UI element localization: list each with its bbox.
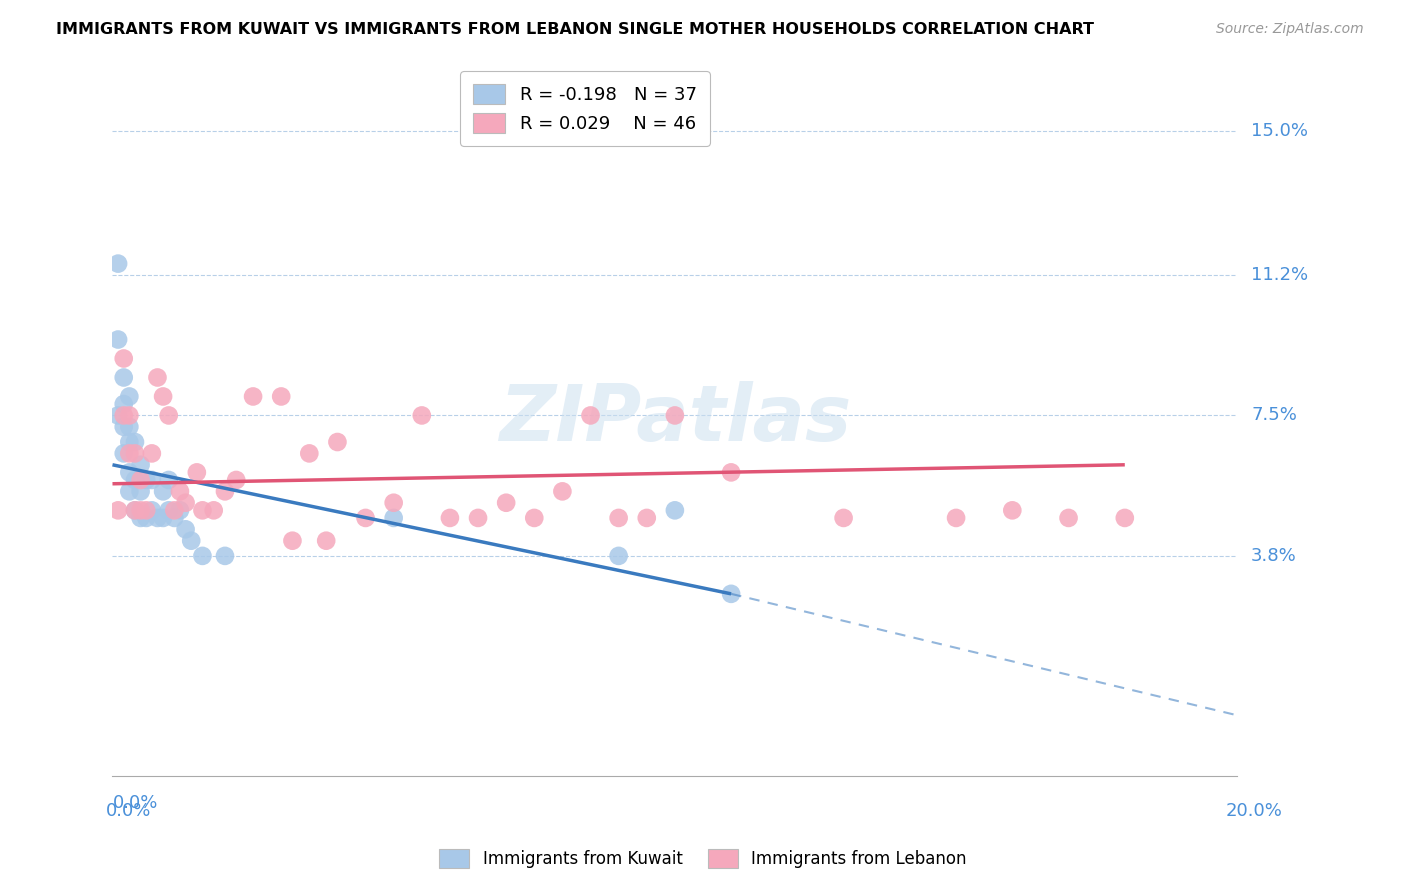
Point xyxy=(180,533,202,548)
Point xyxy=(118,446,141,460)
Point xyxy=(298,446,321,460)
Text: 3.8%: 3.8% xyxy=(1251,547,1296,565)
Point xyxy=(214,484,236,499)
Text: 7.5%: 7.5% xyxy=(1251,407,1298,425)
Point xyxy=(157,473,180,487)
Point xyxy=(607,511,630,525)
Point xyxy=(411,409,433,423)
Point xyxy=(112,420,135,434)
Point xyxy=(107,257,129,271)
Point xyxy=(523,511,546,525)
Point xyxy=(1001,503,1024,517)
Point xyxy=(579,409,602,423)
Point xyxy=(174,522,197,536)
Point xyxy=(112,351,135,366)
Point xyxy=(118,420,141,434)
Point xyxy=(186,466,208,480)
Point xyxy=(157,409,180,423)
Legend: R = -0.198   N = 37, R = 0.029    N = 46: R = -0.198 N = 37, R = 0.029 N = 46 xyxy=(460,71,710,145)
Point xyxy=(551,484,574,499)
Point xyxy=(118,409,141,423)
Point xyxy=(129,473,152,487)
Point xyxy=(382,496,405,510)
Point xyxy=(191,503,214,517)
Point xyxy=(382,511,405,525)
Point xyxy=(118,466,141,480)
Point xyxy=(129,511,152,525)
Point xyxy=(107,333,129,347)
Point xyxy=(141,503,163,517)
Point xyxy=(129,484,152,499)
Point xyxy=(636,511,658,525)
Point xyxy=(281,533,304,548)
Point xyxy=(664,503,686,517)
Point xyxy=(174,496,197,510)
Point xyxy=(832,511,855,525)
Text: 0.0%: 0.0% xyxy=(112,794,157,812)
Point xyxy=(439,511,461,525)
Point xyxy=(169,503,191,517)
Legend: Immigrants from Kuwait, Immigrants from Lebanon: Immigrants from Kuwait, Immigrants from … xyxy=(433,843,973,875)
Point xyxy=(112,370,135,384)
Text: ZIPatlas: ZIPatlas xyxy=(499,381,851,458)
Point xyxy=(169,484,191,499)
Point xyxy=(225,473,247,487)
Point xyxy=(124,446,146,460)
Point xyxy=(152,389,174,403)
Point xyxy=(242,389,264,403)
Point xyxy=(141,473,163,487)
Point xyxy=(146,511,169,525)
Point xyxy=(124,473,146,487)
Point xyxy=(112,397,135,411)
Point xyxy=(112,446,135,460)
Text: 11.2%: 11.2% xyxy=(1251,266,1309,284)
Point xyxy=(163,511,186,525)
Text: IMMIGRANTS FROM KUWAIT VS IMMIGRANTS FROM LEBANON SINGLE MOTHER HOUSEHOLDS CORRE: IMMIGRANTS FROM KUWAIT VS IMMIGRANTS FRO… xyxy=(56,22,1094,37)
Text: Source: ZipAtlas.com: Source: ZipAtlas.com xyxy=(1216,22,1364,37)
Point xyxy=(152,511,174,525)
Point xyxy=(118,435,141,450)
Point xyxy=(720,466,742,480)
Point xyxy=(607,549,630,563)
Point xyxy=(315,533,337,548)
Point xyxy=(720,587,742,601)
Point xyxy=(129,458,152,472)
Point xyxy=(118,389,141,403)
Point xyxy=(157,503,180,517)
Point xyxy=(270,389,292,403)
Point xyxy=(495,496,517,510)
Point xyxy=(107,409,129,423)
Text: 20.0%: 20.0% xyxy=(1226,802,1282,820)
Point xyxy=(107,503,129,517)
Point xyxy=(467,511,489,525)
Point xyxy=(124,435,146,450)
Point xyxy=(141,446,163,460)
Point xyxy=(354,511,377,525)
Point xyxy=(214,549,236,563)
Point xyxy=(664,409,686,423)
Text: 15.0%: 15.0% xyxy=(1251,122,1308,140)
Point xyxy=(124,503,146,517)
Point xyxy=(135,473,157,487)
Point xyxy=(124,503,146,517)
Point xyxy=(191,549,214,563)
Point xyxy=(152,484,174,499)
Point xyxy=(945,511,967,525)
Point xyxy=(326,435,349,450)
Point xyxy=(112,409,135,423)
Point xyxy=(1114,511,1136,525)
Point xyxy=(135,511,157,525)
Point xyxy=(202,503,225,517)
Text: 0.0%: 0.0% xyxy=(105,802,150,820)
Point xyxy=(1057,511,1080,525)
Point xyxy=(118,484,141,499)
Point xyxy=(129,503,152,517)
Point xyxy=(146,370,169,384)
Point xyxy=(135,503,157,517)
Point xyxy=(163,503,186,517)
